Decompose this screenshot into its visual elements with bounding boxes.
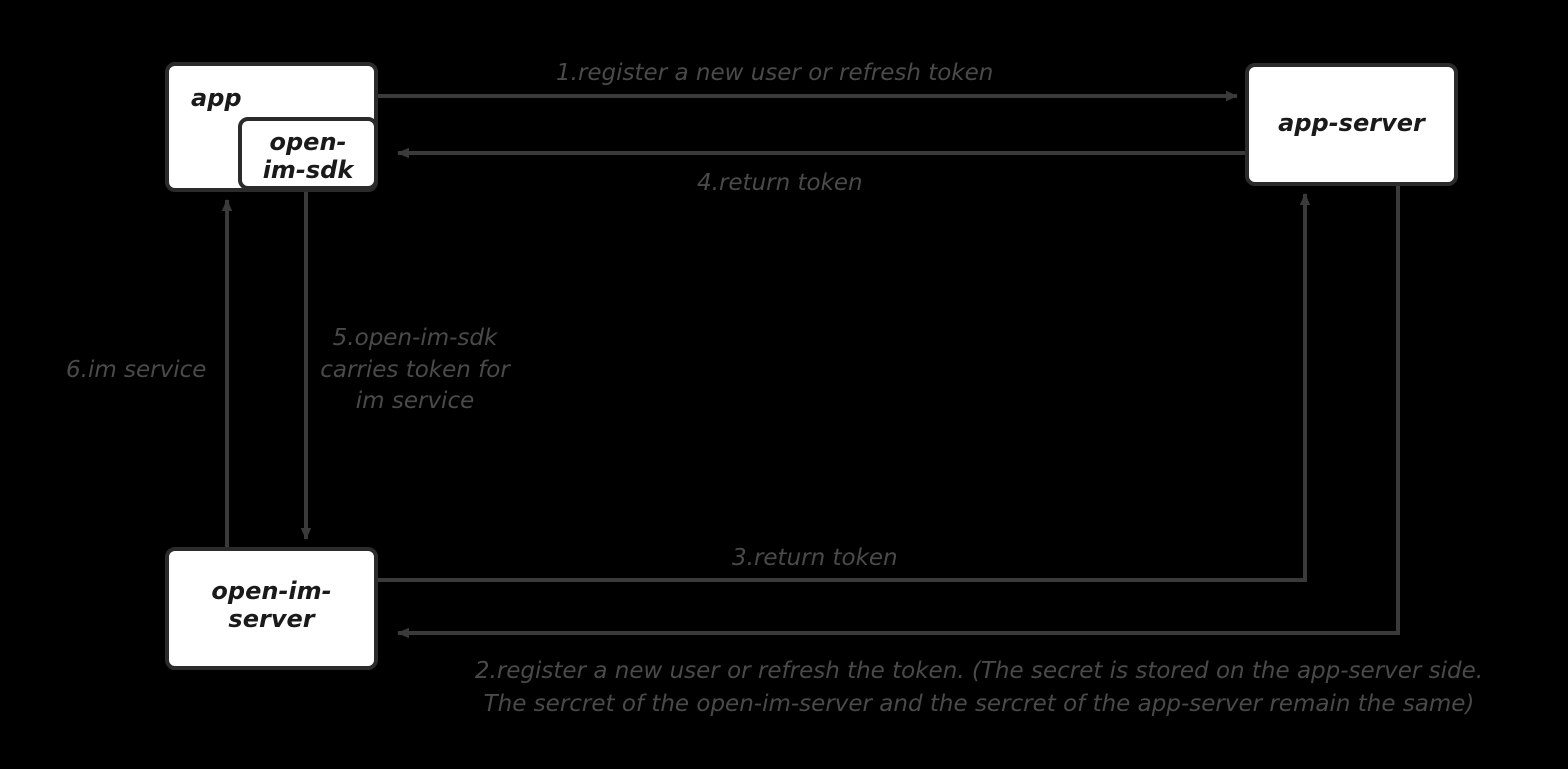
edge-label-4: 4.return token xyxy=(697,170,863,196)
node-open-im-server-label: open-im- server xyxy=(211,577,332,634)
edge-label-3: 3.return token xyxy=(732,545,898,571)
edge-label-5: 5.open-im-sdk carries token for im servi… xyxy=(320,325,510,415)
edge-label-1: 1.register a new user or refresh token xyxy=(556,60,994,86)
node-open-im-server[interactable]: open-im- server xyxy=(165,547,378,670)
node-open-im-sdk[interactable]: open- im-sdk xyxy=(238,117,378,190)
node-app-label: app xyxy=(191,84,242,112)
node-open-im-sdk-label: open- im-sdk xyxy=(262,128,354,185)
edge-label-6: 6.im service xyxy=(66,357,207,383)
node-app-server[interactable]: app-server xyxy=(1245,63,1458,186)
wire-edge-3 xyxy=(378,193,1311,582)
node-app-server-label: app-server xyxy=(1278,109,1425,137)
wire-edge-2 xyxy=(397,186,1400,639)
edge-label-2: 2.register a new user or refresh the tok… xyxy=(474,658,1484,717)
